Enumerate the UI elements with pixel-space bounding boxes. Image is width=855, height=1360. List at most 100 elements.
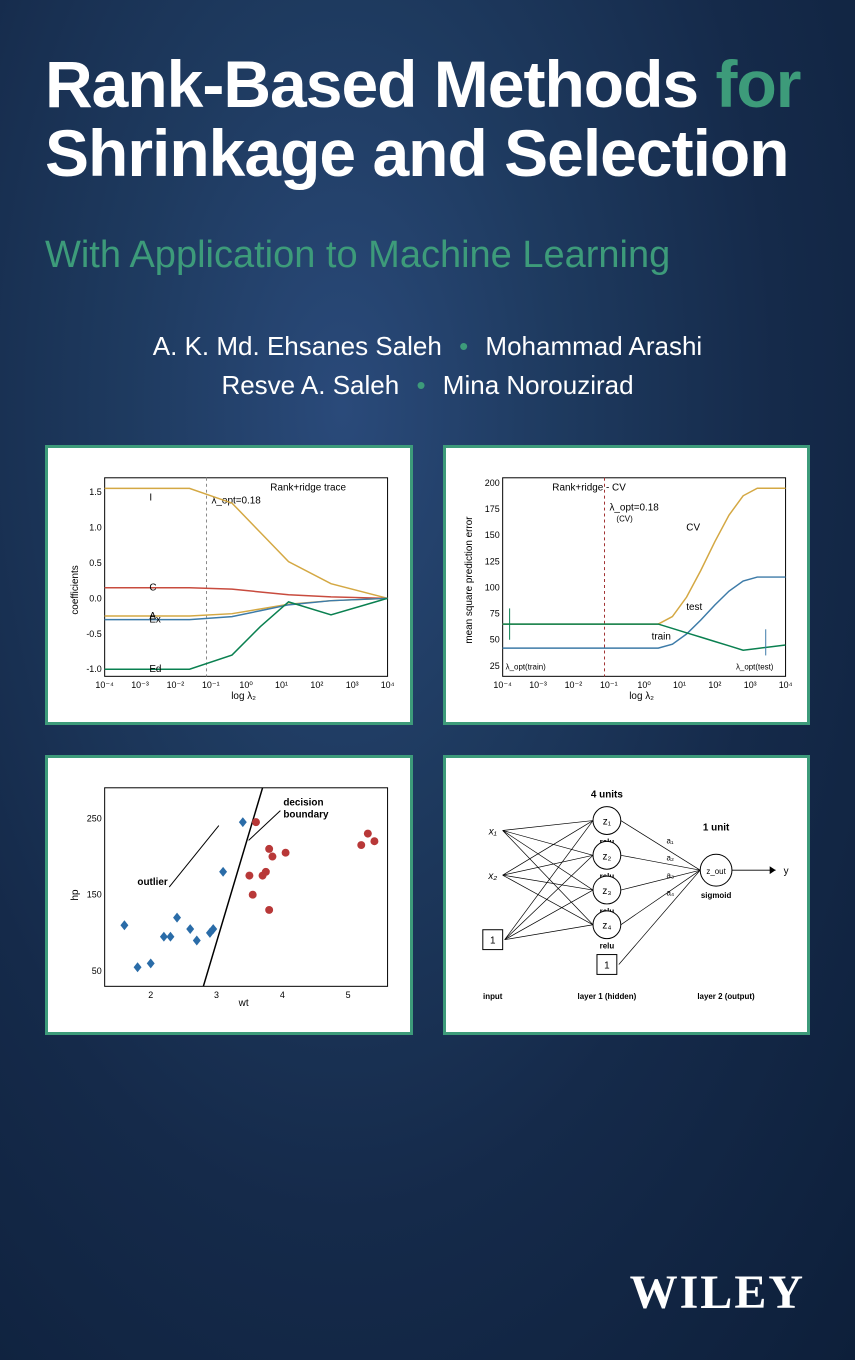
- cv-label: CV: [686, 522, 700, 533]
- svg-text:1: 1: [604, 960, 610, 971]
- panel-cv: mean square prediction error 25 50 75 100 12…: [443, 445, 811, 725]
- svg-text:x₁: x₁: [487, 826, 496, 837]
- svg-text:250: 250: [87, 813, 102, 823]
- svg-text:1.0: 1.0: [89, 522, 101, 532]
- svg-text:100: 100: [484, 582, 499, 592]
- lambda-opt: λ_opt=0.18: [211, 495, 261, 506]
- bullet-icon: •: [459, 331, 468, 361]
- svg-text:25: 25: [489, 660, 499, 670]
- svg-text:z₁: z₁: [602, 816, 611, 827]
- svg-text:C: C: [149, 582, 156, 593]
- author-4: Mina Norouzirad: [443, 370, 634, 400]
- train-label: train: [651, 631, 670, 642]
- svg-text:10¹: 10¹: [275, 680, 288, 690]
- svg-text:10⁰: 10⁰: [239, 680, 253, 690]
- title-block: Rank-Based Methods for Shrinkage and Sel…: [45, 50, 810, 189]
- svg-text:10⁻¹: 10⁻¹: [599, 680, 617, 690]
- bullet-icon: •: [416, 370, 425, 400]
- panel-ridge-trace: coefficients -1.0 -0.5 0.0 0.5 1.0 1.5 10⁻⁴ 10…: [45, 445, 413, 725]
- svg-text:4: 4: [280, 990, 285, 1000]
- svg-text:10²: 10²: [310, 680, 323, 690]
- svg-text:1.5: 1.5: [89, 487, 101, 497]
- svg-text:z_out: z_out: [706, 867, 726, 876]
- svg-text:175: 175: [484, 504, 499, 514]
- svg-text:x₂: x₂: [487, 871, 497, 882]
- lopt-train: λ_opt(train): [505, 662, 546, 671]
- svg-text:z₂: z₂: [602, 851, 611, 862]
- svg-text:-0.5: -0.5: [86, 628, 101, 638]
- boundary-label-2: boundary: [283, 809, 329, 820]
- svg-text:200: 200: [484, 478, 499, 488]
- svg-text:I: I: [149, 492, 152, 503]
- svg-text:75: 75: [489, 608, 499, 618]
- svg-text:10⁻²: 10⁻²: [167, 680, 185, 690]
- ylabel: mean square prediction error: [463, 515, 474, 643]
- svg-text:a₃: a₃: [666, 871, 674, 880]
- author-2: Mohammad Arashi: [485, 331, 702, 361]
- svg-text:Ed: Ed: [149, 664, 161, 675]
- svg-text:Ex: Ex: [149, 614, 161, 625]
- svg-text:150: 150: [87, 889, 102, 899]
- svg-text:0.5: 0.5: [89, 557, 101, 567]
- svg-text:10⁻³: 10⁻³: [131, 680, 149, 690]
- svg-text:10⁰: 10⁰: [637, 680, 651, 690]
- title-part1: Rank-Based Methods: [45, 47, 698, 121]
- panels-grid: coefficients -1.0 -0.5 0.0 0.5 1.0 1.5 10⁻⁴ 10…: [45, 445, 810, 1035]
- svg-text:1: 1: [489, 935, 495, 946]
- panel-scatter: hp 50 150 250 2 3 4 5 wt outlier decision bou…: [45, 755, 413, 1035]
- svg-text:z₄: z₄: [602, 920, 611, 931]
- author-1: A. K. Md. Ehsanes Saleh: [153, 331, 442, 361]
- svg-text:125: 125: [484, 556, 499, 566]
- title-for: for: [715, 47, 800, 121]
- authors-block: A. K. Md. Ehsanes Saleh • Mohammad Arash…: [45, 327, 810, 405]
- title-line2: Shrinkage and Selection: [45, 119, 810, 188]
- xlabel: wt: [238, 998, 249, 1009]
- svg-text:y: y: [783, 866, 788, 877]
- svg-text:50: 50: [489, 634, 499, 644]
- svg-text:10⁻²: 10⁻²: [564, 680, 582, 690]
- svg-text:10⁴: 10⁴: [778, 680, 792, 690]
- svg-text:10⁻³: 10⁻³: [529, 680, 547, 690]
- svg-text:relu: relu: [599, 941, 614, 950]
- svg-text:10⁴: 10⁴: [381, 680, 395, 690]
- boundary-label-1: decision: [283, 797, 323, 808]
- svg-text:a₁: a₁: [666, 836, 673, 845]
- svg-text:0.0: 0.0: [89, 593, 101, 603]
- panel-title: Rank+ridge trace: [270, 482, 346, 493]
- svg-text:layer 2 (output): layer 2 (output): [697, 992, 755, 1001]
- svg-text:a₂: a₂: [666, 853, 674, 862]
- author-3: Resve A. Saleh: [221, 370, 399, 400]
- panel-title: Rank+ridge - CV: [552, 482, 626, 493]
- svg-text:10³: 10³: [346, 680, 359, 690]
- svg-text:50: 50: [92, 966, 102, 976]
- ylabel: hp: [70, 889, 81, 901]
- outlier-label: outlier: [137, 877, 167, 888]
- lambda-opt: λ_opt=0.18: [609, 502, 659, 513]
- ylabel: coefficients: [70, 565, 81, 614]
- svg-text:1 unit: 1 unit: [702, 822, 729, 833]
- svg-text:150: 150: [484, 530, 499, 540]
- svg-text:a₄: a₄: [666, 888, 674, 897]
- svg-text:input: input: [483, 992, 503, 1001]
- lambda-sub: (CV): [616, 514, 633, 523]
- subtitle: With Application to Machine Learning: [45, 234, 810, 277]
- svg-text:3: 3: [214, 990, 219, 1000]
- xlabel: log λ₂: [629, 691, 654, 702]
- xlabel: log λ₂: [231, 691, 256, 702]
- svg-text:10³: 10³: [743, 680, 756, 690]
- svg-text:2: 2: [148, 990, 153, 1000]
- svg-text:z₃: z₃: [602, 886, 611, 897]
- svg-text:sigmoid: sigmoid: [700, 891, 731, 900]
- lopt-test: λ_opt(test): [735, 662, 773, 671]
- svg-text:4 units: 4 units: [590, 789, 622, 800]
- svg-text:-1.0: -1.0: [86, 664, 101, 674]
- svg-text:layer 1 (hidden): layer 1 (hidden): [577, 992, 636, 1001]
- test-label: test: [686, 601, 702, 612]
- panel-network: a₁a₂a₃a₄x₁x₂14 unitsz₁reluz₂reluz₃reluz₄…: [443, 755, 811, 1035]
- svg-text:5: 5: [346, 990, 351, 1000]
- svg-text:10²: 10²: [708, 680, 721, 690]
- svg-text:10⁻⁴: 10⁻⁴: [95, 680, 114, 690]
- svg-text:10⁻¹: 10⁻¹: [202, 680, 220, 690]
- svg-text:10⁻⁴: 10⁻⁴: [493, 680, 512, 690]
- svg-text:10¹: 10¹: [673, 680, 686, 690]
